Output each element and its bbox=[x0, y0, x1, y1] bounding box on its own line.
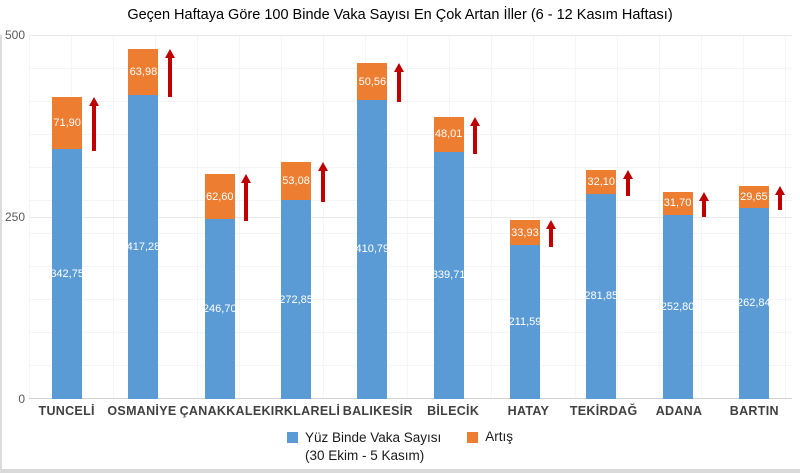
y-tick-label-500: 500 bbox=[4, 28, 25, 42]
bar-increase-osmani̇ye: 63,98 bbox=[128, 48, 159, 96]
bar-value-label: 281,85 bbox=[586, 290, 617, 303]
bar-value-label: 262,84 bbox=[738, 297, 769, 310]
arrow-shaft bbox=[396, 71, 401, 102]
bar-value-label: 63,98 bbox=[129, 65, 158, 78]
increase-arrow-icon bbox=[546, 220, 557, 247]
bar-increase-tunceli̇: 71,90 bbox=[52, 97, 83, 150]
bar-value-label: 410,79 bbox=[357, 243, 388, 256]
arrow-head bbox=[164, 48, 175, 58]
bar-cases-hatay: 211,59 bbox=[509, 244, 540, 399]
bar-value-label: 339,71 bbox=[433, 269, 464, 282]
bar-cases-çanakkale: 246,70 bbox=[204, 219, 235, 399]
category-label-hatay: HATAY bbox=[507, 404, 550, 418]
window-edge-bottom bbox=[0, 469, 800, 473]
legend-entry-increase: Artış bbox=[467, 429, 513, 444]
bar-cases-balikesi̇r: 410,79 bbox=[357, 99, 388, 399]
category-label-osmani̇ye: OSMANİYE bbox=[107, 404, 177, 418]
bar-increase-hatay: 33,93 bbox=[509, 220, 540, 245]
bar-value-label: 417,28 bbox=[128, 241, 159, 254]
bar-increase-kirklareli̇: 53,08 bbox=[281, 161, 312, 201]
bar-value-label: 33,93 bbox=[511, 226, 539, 239]
arrow-head bbox=[241, 173, 252, 183]
arrow-head bbox=[546, 220, 557, 230]
bar-value-label: 50,56 bbox=[358, 75, 387, 88]
legend-swatch-blue bbox=[286, 432, 298, 443]
category-label-adana: ADANA bbox=[655, 404, 703, 418]
x-axis-labels: TUNCELİ OSMANİYE ÇANAKKALE KIRKLARELİ BALIKE… bbox=[29, 404, 792, 418]
legend-swatch-orange bbox=[467, 432, 479, 443]
increase-arrow-icon bbox=[88, 97, 99, 152]
y-tick-label-0: 0 bbox=[18, 392, 25, 406]
category-label-balikesi̇r: BALIKESİR bbox=[342, 404, 413, 418]
bar-cases-osmani̇ye: 417,28 bbox=[128, 95, 159, 399]
arrow-head bbox=[775, 186, 786, 196]
y-tick-label-250: 250 bbox=[4, 210, 25, 224]
bar-value-label: 246,70 bbox=[204, 303, 235, 316]
bar-increase-teki̇rdağ: 32,10 bbox=[586, 170, 617, 194]
bar-cases-bi̇leci̇k: 339,71 bbox=[433, 151, 464, 399]
bar-value-label: 252,80 bbox=[662, 300, 693, 313]
bar-value-label: 29,65 bbox=[740, 190, 768, 203]
category-label-teki̇rdağ: TEKİRDAĞ bbox=[569, 404, 638, 418]
bar-cases-teki̇rdağ: 281,85 bbox=[586, 193, 617, 399]
arrow-shaft bbox=[473, 124, 478, 154]
increase-arrow-icon bbox=[393, 63, 404, 102]
bar-value-label: 31,70 bbox=[663, 197, 692, 210]
bar-increase-balikesi̇r: 50,56 bbox=[357, 63, 388, 100]
legend-label-increase: Artış bbox=[485, 429, 514, 444]
increase-arrow-icon bbox=[241, 173, 252, 222]
arrow-shaft bbox=[625, 178, 630, 196]
category-label-tunceli̇: TUNCELİ bbox=[38, 404, 95, 418]
arrow-shaft bbox=[167, 56, 172, 98]
bar-cases-adana: 252,80 bbox=[662, 214, 693, 399]
arrow-head bbox=[393, 63, 404, 73]
arrow-shaft bbox=[778, 194, 783, 210]
bar-value-label: 211,59 bbox=[509, 315, 540, 328]
bar-increase-çanakkale: 62,60 bbox=[204, 173, 235, 220]
increase-arrow-icon bbox=[317, 161, 328, 203]
increase-arrow-icon bbox=[699, 191, 710, 217]
gridline-250 bbox=[29, 217, 792, 218]
arrow-shaft bbox=[549, 228, 554, 247]
bar-value-label: 62,60 bbox=[205, 190, 234, 203]
arrow-head bbox=[622, 170, 633, 180]
category-label-bartin: BARTIN bbox=[729, 404, 779, 418]
bar-value-label: 48,01 bbox=[434, 128, 463, 141]
gridline-0-baseline bbox=[29, 398, 792, 399]
bar-cases-kirklareli̇: 272,85 bbox=[281, 200, 312, 399]
legend-entry-cases: Yüz Binde Vaka Sayısı (30 Ekim - 5 Kasım… bbox=[286, 429, 442, 465]
plot-area: 342,75 71,90 417,28 63,98 246,70 62,60 272,85 5… bbox=[29, 35, 792, 399]
category-label-kirklareli̇: KIRKLARELİ bbox=[261, 404, 341, 418]
arrow-shaft bbox=[320, 169, 325, 203]
legend-label-cases: Yüz Binde Vaka Sayısı bbox=[304, 430, 442, 445]
arrow-shaft bbox=[244, 181, 249, 222]
increase-arrow-icon bbox=[164, 48, 175, 98]
arrow-head bbox=[88, 97, 99, 107]
window-edge-left bbox=[0, 35, 2, 469]
gridline-500 bbox=[29, 35, 792, 36]
bar-value-label: 71,90 bbox=[53, 117, 81, 130]
bar-cases-bartin: 262,84 bbox=[738, 207, 769, 399]
bar-value-label: 272,85 bbox=[281, 293, 312, 306]
legend-sublabel-period: (30 Ekim - 5 Kasım) bbox=[304, 448, 425, 463]
increase-arrow-icon bbox=[470, 116, 481, 154]
bar-value-label: 342,75 bbox=[52, 268, 83, 281]
legend: Yüz Binde Vaka Sayısı (30 Ekim - 5 Kasım… bbox=[0, 429, 800, 465]
arrow-shaft bbox=[702, 199, 707, 217]
arrow-head bbox=[470, 116, 481, 126]
increase-arrow-icon bbox=[775, 186, 786, 210]
category-label-çanakkale: ÇANAKKALE bbox=[179, 404, 262, 418]
increase-arrow-icon bbox=[622, 170, 633, 196]
bar-increase-adana: 31,70 bbox=[662, 191, 693, 215]
arrow-head bbox=[699, 191, 710, 201]
chart-title: Geçen Haftaya Göre 100 Binde Vaka Sayısı… bbox=[127, 7, 673, 23]
bar-increase-bi̇leci̇k: 48,01 bbox=[433, 116, 464, 152]
arrow-shaft bbox=[91, 105, 96, 152]
bar-value-label: 32,10 bbox=[587, 176, 616, 189]
bar-value-label: 53,08 bbox=[282, 175, 310, 188]
arrow-head bbox=[317, 161, 328, 171]
category-label-bi̇leci̇k: BİLECİK bbox=[427, 404, 480, 418]
bar-increase-bartin: 29,65 bbox=[738, 186, 769, 208]
bar-cases-tunceli̇: 342,75 bbox=[52, 149, 83, 399]
